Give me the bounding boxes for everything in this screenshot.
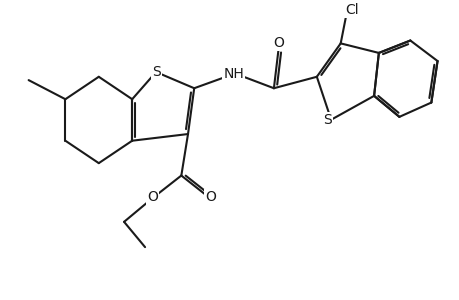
Text: S: S xyxy=(151,65,160,79)
Text: O: O xyxy=(273,36,284,50)
Text: S: S xyxy=(322,113,331,127)
Text: NH: NH xyxy=(223,67,244,81)
Text: O: O xyxy=(147,190,158,204)
Text: O: O xyxy=(205,190,216,204)
Text: Cl: Cl xyxy=(344,2,358,16)
